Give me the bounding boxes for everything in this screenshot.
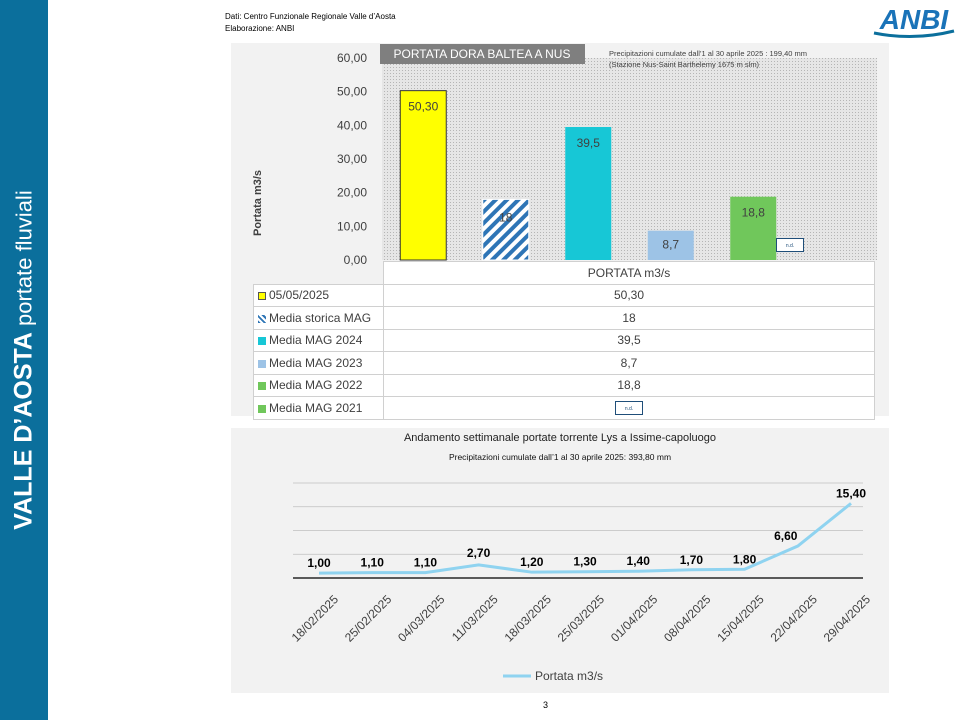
series-line [318,502,852,575]
bar-data-table: PORTATA m3/s 05/05/2025 50,30 Media stor… [253,261,875,420]
data-point-label: 1,30 [573,555,597,569]
y-tick-label: 50,00 [337,85,367,99]
bar-value-label: 18,8 [742,206,766,220]
table-cell-value: 50,30 [383,283,875,307]
bar [647,230,694,260]
table-row: Media MAG 2022 18,8 [253,373,875,397]
line-chart-subtitle: Precipitazioni cumulate dall’1 al 30 apr… [448,452,672,462]
x-tick-label: 22/04/2025 [768,592,821,645]
table-cell-value: 39,5 [383,328,875,352]
table-row-label: Media MAG 2022 [269,378,363,393]
table-row: Media MAG 2023 8,7 [253,351,875,375]
legend-swatch-cyan [258,337,266,346]
x-tick-label: 25/03/2025 [555,592,608,645]
x-tick-label: 25/02/2025 [342,592,395,645]
data-point-label: 1,20 [520,555,544,569]
anbi-logo: ANBI [873,4,955,39]
line-chart-title: Andamento settimanale portate torrente L… [403,432,717,444]
y-tick-label: 20,00 [337,186,367,200]
bar [565,127,612,261]
y-tick-label: 10,00 [337,219,367,233]
legend-label: Portata m3/s [535,669,603,683]
bar-value-label: 8,7 [662,238,679,252]
x-tick-label: 18/03/2025 [502,592,555,645]
x-tick-label: 11/03/2025 [449,592,501,644]
data-point-label: 1,10 [361,556,385,570]
y-tick-label: 30,00 [337,152,367,166]
legend-swatch-green [258,404,266,413]
sidebar-band: VALLE D’AOSTA portate fluviali [0,0,48,720]
x-tick-label: 01/04/2025 [608,592,661,645]
table-header-row: PORTATA m3/s [254,261,875,285]
line-chart: 18/02/2025 25/02/2025 04/03/2025 11/03/2025… [289,482,874,683]
bar-value-label: 39,5 [577,136,601,150]
y-tick-label: 60,00 [337,51,367,65]
page-number: 3 [543,700,549,710]
table-row: Media MAG 2024 39,5 [253,328,875,352]
table-row: Media storica MAG 18 [253,306,875,330]
bar [399,90,447,261]
credits-elaboration: Elaborazione: ANBI [225,24,295,33]
legend-swatch-green [258,382,266,391]
table-row-label: 05/05/2025 [269,288,330,303]
x-tick-label: 18/02/2025 [289,592,342,645]
legend-swatch-lightblue [258,359,266,368]
bar-nd-badge: n.d. [776,238,804,252]
data-point-label: 2,70 [467,546,491,560]
data-point-label: 6,60 [774,529,798,543]
table-cell-value: 18,8 [383,373,875,397]
table-cell-value: 8,7 [383,351,875,375]
bar-title-box [380,44,585,64]
x-tick-label: 29/04/2025 [821,592,874,645]
plot-area [382,58,877,260]
bar-chart-title: PORTATA DORA BALTEA A NUS [394,47,571,61]
data-credits: Dati: Centro Funzionale Regionale Valle … [225,11,396,35]
bar [482,198,530,261]
table-row-label: Media storica MAG [269,310,372,325]
table-cell-value: 18 [383,306,875,330]
data-point-label: 15,40 [836,486,866,500]
table-row-label: Media MAG 2021 [269,400,363,415]
line-chart-panel: Andamento settimanale portate torrente L… [231,428,889,693]
table-row-label: Media MAG 2023 [269,355,363,370]
legend-swatch-yellow [258,292,266,301]
bar-value-label: 50,30 [408,100,438,114]
table-nd-badge: n.d. [615,401,643,416]
table-row: 05/05/2025 50,30 [253,283,875,307]
data-point-label: 1,80 [733,552,757,566]
data-point-label: 1,40 [627,554,651,568]
slide-title-normal: portate fluviali [11,190,37,327]
legend-swatch-hatch [258,314,266,323]
credits-source: Dati: Centro Funzionale Regionale Valle … [225,12,396,21]
y-tick-label: 40,00 [337,118,367,132]
bar-annotation-line1: Precipitazioni cumulate dall’1 al 30 apr… [609,49,807,58]
x-tick-label: 08/04/2025 [661,592,714,645]
x-tick-label: 15/04/2025 [714,592,767,645]
bar-annotation-line2: (Stazione Nus-Saint Barthelemy 1675 m sl… [609,60,760,69]
svg-text:ANBI: ANBI [879,4,950,35]
data-point-label: 1,00 [307,556,331,570]
table-row-label: Media MAG 2024 [269,333,363,348]
bar [730,196,777,260]
y-tick-label: 0,00 [344,253,368,267]
slide-title: VALLE D’AOSTA portate fluviali [10,190,39,529]
table-header: PORTATA m3/s [383,261,875,285]
bar-chart: 0,00 10,00 20,00 30,00 40,00 50,00 60,00 50,30… [252,44,877,267]
x-tick-label: 04/03/2025 [395,592,448,645]
data-point-label: 1,70 [680,553,704,567]
slide-title-bold: VALLE D’AOSTA [9,332,38,530]
bar-y-axis-label: Portata m3/s [252,170,264,236]
table-row: Media MAG 2021 n.d. [253,396,875,420]
data-point-label: 1,10 [414,556,438,570]
bar-value-label: 18 [499,210,513,224]
